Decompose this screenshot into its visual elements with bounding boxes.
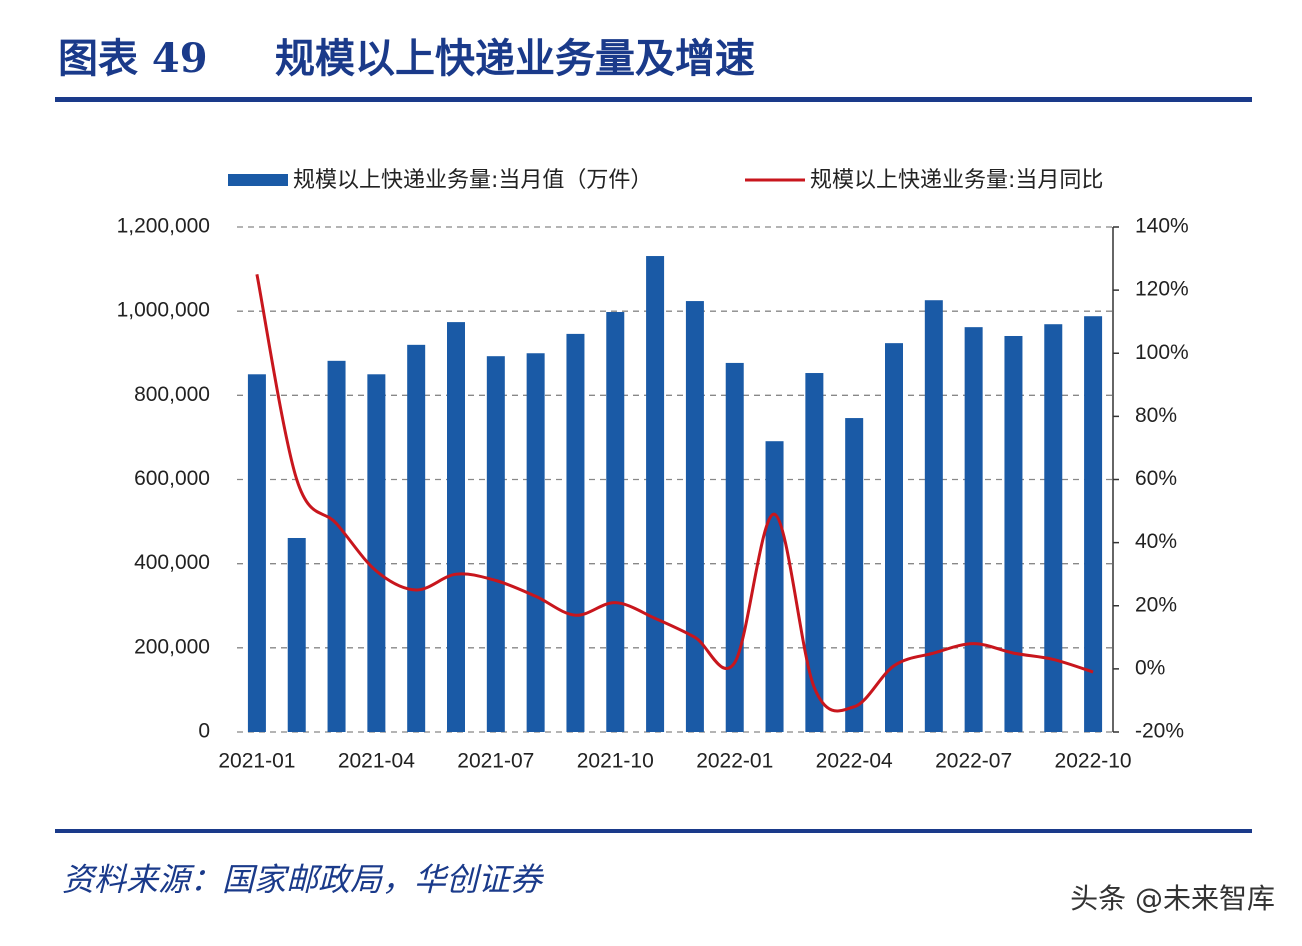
bar bbox=[247, 374, 266, 732]
legend-label: 规模以上快递业务量:当月同比 bbox=[810, 168, 1103, 193]
bar bbox=[845, 418, 864, 732]
y-tick-label: 800,000 bbox=[134, 383, 210, 406]
y-tick-label: 1,000,000 bbox=[117, 299, 210, 322]
watermark: 头条 @未来智库 bbox=[1070, 882, 1275, 915]
bar bbox=[606, 312, 625, 732]
bar bbox=[765, 441, 784, 732]
bar bbox=[486, 356, 505, 732]
x-tick-label: 2022-04 bbox=[816, 750, 893, 773]
bar bbox=[1044, 324, 1063, 732]
x-tick-label: 2021-04 bbox=[338, 750, 415, 773]
y2-tick-label: 40% bbox=[1135, 530, 1177, 553]
x-tick-label: 2022-10 bbox=[1055, 750, 1132, 773]
bar bbox=[885, 343, 903, 732]
bar bbox=[287, 537, 306, 732]
figure-label: 图表 49 bbox=[58, 35, 208, 82]
y-tick-label: 400,000 bbox=[134, 551, 210, 574]
bar bbox=[367, 374, 386, 732]
y2-tick-label: 20% bbox=[1135, 593, 1177, 616]
bar bbox=[1084, 316, 1103, 732]
figure-title: 规模以上快递业务量及增速 bbox=[275, 35, 755, 82]
bar bbox=[526, 353, 545, 732]
y2-tick-label: 100% bbox=[1135, 341, 1189, 364]
bar bbox=[566, 333, 585, 732]
bar bbox=[685, 301, 704, 732]
bar bbox=[964, 327, 983, 732]
bar bbox=[646, 256, 665, 732]
legend-swatch bbox=[228, 174, 288, 186]
x-tick-label: 2022-07 bbox=[935, 750, 1012, 773]
bar bbox=[924, 300, 943, 732]
bar bbox=[407, 344, 426, 732]
y2-tick-label: -20% bbox=[1135, 720, 1184, 743]
source-note: 资料来源：国家邮政局，华创证券 bbox=[62, 861, 545, 899]
line-series bbox=[255, 274, 1094, 713]
y2-tick-label: 120% bbox=[1135, 278, 1189, 301]
footer-rule bbox=[55, 829, 1252, 833]
x-tick-label: 2021-01 bbox=[218, 750, 295, 773]
bar bbox=[725, 362, 744, 732]
y-tick-label: 1,200,000 bbox=[117, 215, 210, 238]
bar bbox=[447, 322, 465, 732]
x-tick-label: 2021-10 bbox=[577, 750, 654, 773]
y-tick-label: 200,000 bbox=[134, 635, 210, 658]
bar bbox=[805, 373, 824, 732]
y2-tick-label: 140% bbox=[1135, 215, 1189, 238]
bar bbox=[327, 360, 346, 732]
x-tick-label: 2022-01 bbox=[696, 750, 773, 773]
header-rule bbox=[55, 97, 1252, 102]
bar bbox=[1004, 335, 1023, 732]
y2-tick-label: 0% bbox=[1135, 656, 1165, 679]
y2-tick-label: 60% bbox=[1135, 467, 1177, 490]
y-tick-label: 600,000 bbox=[134, 467, 210, 490]
x-tick-label: 2021-07 bbox=[457, 750, 534, 773]
y2-tick-label: 80% bbox=[1135, 404, 1177, 427]
y-tick-label: 0 bbox=[198, 720, 210, 743]
legend-label: 规模以上快递业务量:当月值（万件） bbox=[293, 168, 652, 193]
